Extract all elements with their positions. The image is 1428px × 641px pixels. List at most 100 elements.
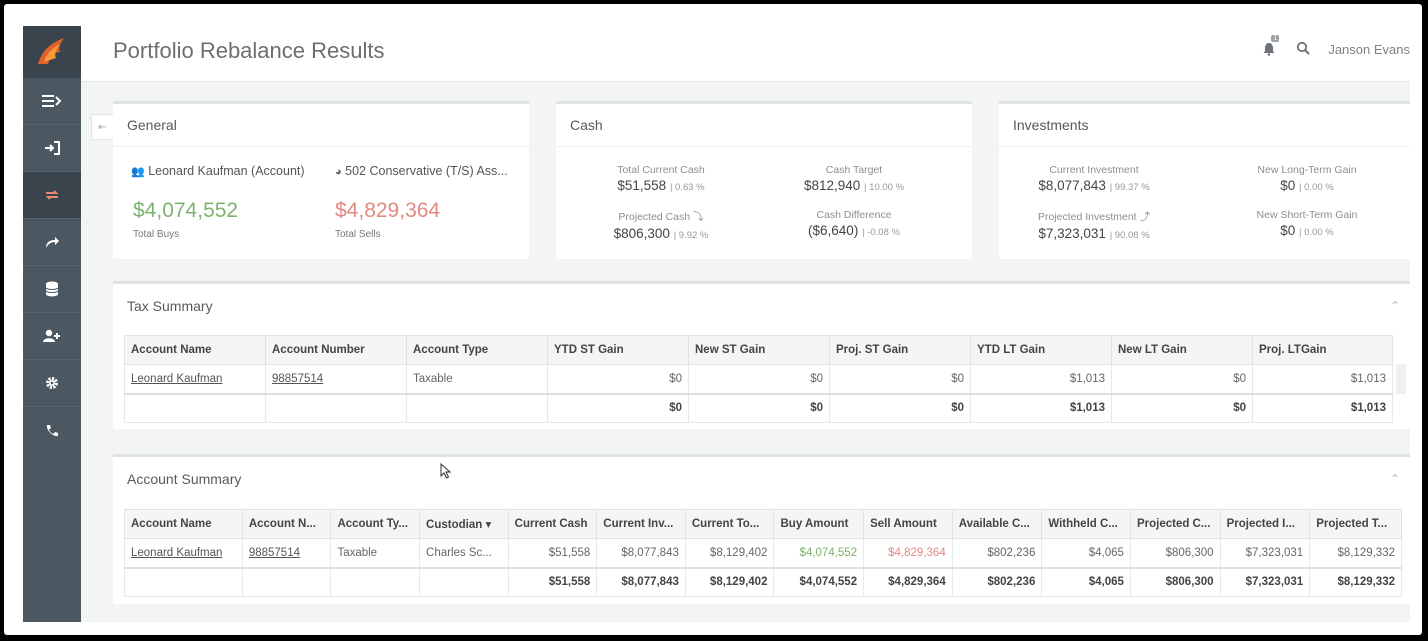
table-link[interactable]: 98857514 [248, 546, 300, 559]
column-header[interactable]: YTD ST Gain [547, 335, 689, 365]
cash-card: Cash Total Current Cash $51,558 | 0.63 %… [556, 101, 972, 259]
metric-percent: | 0.00 % [1299, 182, 1334, 193]
sidebar-item-menu[interactable] [23, 78, 81, 125]
column-header[interactable]: Proj. LTGain [1252, 335, 1393, 365]
table-cell: Taxable [330, 538, 421, 568]
column-header[interactable]: Account Type [406, 335, 548, 365]
column-header[interactable]: Projected I... [1219, 509, 1311, 539]
users-icon: 👥 [131, 166, 145, 178]
collapse-chevron-up-icon[interactable]: ⌃ [1389, 299, 1400, 313]
bell-icon [1263, 42, 1275, 56]
column-header[interactable]: Account Ty... [330, 509, 421, 539]
table-scrollbar[interactable] [1396, 364, 1406, 394]
account-name-label: Leonard Kaufman (Account) [148, 164, 305, 178]
metric-value: ($6,640) [808, 223, 859, 238]
table-cell: $0 [547, 392, 689, 423]
table-cell: 98857514 [265, 364, 407, 394]
total-buys-value: $4,074,552 [133, 199, 239, 222]
new-long-term-gain-metric: New Long-Term Gain $0 | 0.00 % [1217, 164, 1397, 193]
table-cell: $4,074,552 [773, 566, 865, 597]
cash-target-metric: Cash Target $812,940 | 10.00 % [764, 164, 944, 193]
add-user-icon [43, 329, 60, 342]
metric-label: Cash Difference [816, 209, 892, 221]
table-header-row: Account Name Account N... Account Ty... Cus… [124, 509, 1402, 539]
table-cell [265, 392, 407, 423]
metric-value: $0 [1280, 178, 1296, 193]
column-header[interactable]: Projected C... [1129, 509, 1221, 539]
column-header[interactable]: Current To... [684, 509, 775, 539]
column-header[interactable]: Current Inv... [596, 509, 686, 539]
table-cell: $0 [1111, 364, 1253, 394]
column-header[interactable]: YTD LT Gain [970, 335, 1112, 365]
table-cell: $8,129,402 [684, 538, 775, 568]
collapse-chevron-up-icon[interactable]: ⌃ [1389, 472, 1400, 486]
search-button[interactable] [1296, 41, 1311, 58]
general-card: General 👥 Leonard Kaufman (Account) ◕ 50… [113, 101, 529, 259]
share-icon [46, 237, 59, 248]
metric-percent: | 10.00 % [864, 182, 905, 193]
notifications-button[interactable]: 1 [1262, 34, 1280, 58]
table-cell [330, 566, 421, 597]
table-cell: $806,300 [1129, 538, 1221, 568]
sidebar-item-login[interactable] [23, 125, 81, 172]
column-header[interactable]: Projected T... [1309, 509, 1402, 539]
tax-summary-table: Account Name Account Number Account Type YT… [124, 335, 1393, 423]
table-cell: Charles Sc... [419, 538, 509, 568]
column-header[interactable]: New ST Gain [688, 335, 830, 365]
metric-label: Cash Target [825, 164, 883, 176]
collapse-panel-handle[interactable]: ⇤ [91, 114, 113, 140]
metric-value: $8,077,843 [1038, 178, 1106, 193]
metric-percent: | 0.00 % [1299, 227, 1334, 238]
table-total-row: $51,558 $8,077,843 $8,129,402 $4,074,552 $4,… [124, 566, 1402, 597]
sidebar-item-settings[interactable] [23, 360, 81, 407]
sidebar-item-rebalance[interactable] [23, 172, 81, 219]
sidebar-item-phone[interactable] [23, 407, 81, 454]
column-header[interactable]: Account N... [241, 509, 332, 539]
user-name[interactable]: Janson Evans [1328, 42, 1410, 57]
sign-in-icon [45, 141, 60, 155]
sidebar-item-add-user[interactable] [23, 313, 81, 360]
column-header[interactable]: Available C... [951, 509, 1043, 539]
metric-percent: | 9.92 % [673, 230, 709, 241]
column-header[interactable]: Proj. ST Gain [829, 335, 971, 365]
column-header[interactable]: Buy Amount [773, 509, 865, 539]
column-header[interactable]: New LT Gain [1111, 335, 1253, 365]
projected-investment-metric: Projected Investment ⤴ $7,323,031 | 90.0… [1004, 209, 1184, 241]
metric-label: Total Current Cash [617, 164, 705, 176]
table-cell: $0 [829, 364, 971, 394]
metric-percent: | 0.63 % [669, 182, 705, 193]
table-link[interactable]: 98857514 [272, 372, 324, 385]
column-header[interactable]: Sell Amount [863, 509, 953, 539]
column-header[interactable]: Account Name [124, 335, 266, 365]
sidebar-item-share[interactable] [23, 219, 81, 266]
tax-summary-panel: Tax Summary ⌃ Account Name Account Number… [113, 281, 1410, 429]
column-header[interactable]: Current Cash [507, 509, 598, 539]
column-header[interactable]: Account Number [265, 335, 407, 365]
column-header[interactable]: Account Name [124, 509, 243, 539]
table-cell [406, 392, 548, 423]
table-cell: $8,129,332 [1309, 566, 1402, 597]
column-header[interactable]: Custodian ▾ [419, 509, 509, 539]
metric-value: $7,323,031 [1038, 226, 1106, 241]
rebalance-icon [45, 190, 59, 200]
table-cell: $1,013 [970, 364, 1112, 394]
logo[interactable] [23, 26, 81, 78]
investments-card: Investments Current Investment $8,077,84… [999, 101, 1410, 259]
table-cell: 98857514 [241, 538, 332, 568]
metric-percent: | 99.37 % [1109, 182, 1150, 193]
new-short-term-gain-metric: New Short-Term Gain $0 | 0.00 % [1217, 209, 1397, 238]
table-total-row: $0 $0 $0 $1,013 $0 $1,013 [124, 392, 1393, 423]
metric-label: Current Investment [1049, 164, 1139, 176]
sidebar-item-database[interactable] [23, 266, 81, 313]
table-cell: $4,074,552 [773, 538, 865, 568]
metric-label: Projected Cash ⤵ [618, 211, 704, 223]
metric-percent: | -0.08 % [862, 227, 900, 238]
table-link[interactable]: Leonard Kaufman [131, 546, 223, 559]
table-link[interactable]: Leonard Kaufman [131, 372, 223, 385]
projected-cash-metric: Projected Cash ⤵ $806,300 | 9.92 % [571, 209, 751, 241]
total-buys-label: Total Buys [133, 229, 180, 240]
mouse-cursor-icon [440, 463, 452, 479]
table-cell: Leonard Kaufman [124, 364, 266, 394]
column-header[interactable]: Withheld C... [1041, 509, 1131, 539]
model-info: ◕ 502 Conservative (T/S) Ass... [335, 164, 508, 178]
